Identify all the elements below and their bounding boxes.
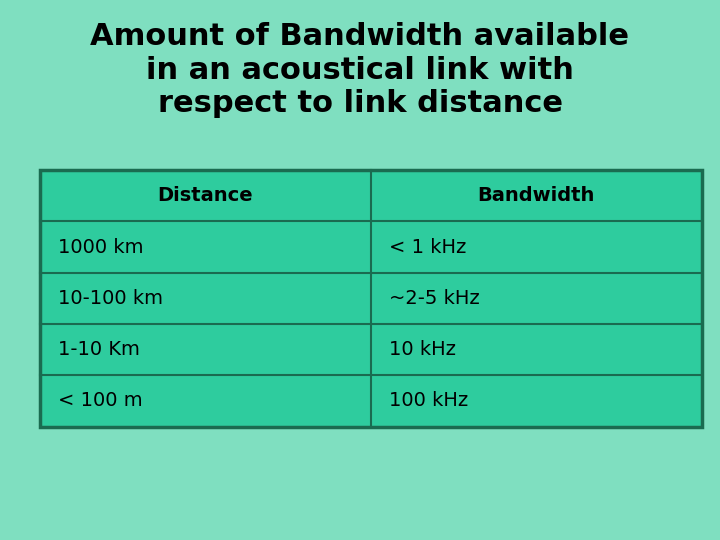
Text: 1-10 Km: 1-10 Km: [58, 340, 140, 359]
Text: Bandwidth: Bandwidth: [477, 186, 595, 205]
Text: 1000 km: 1000 km: [58, 238, 143, 256]
Text: 100 kHz: 100 kHz: [389, 392, 468, 410]
Text: ~2-5 kHz: ~2-5 kHz: [389, 289, 480, 308]
Bar: [40, 170, 702, 427]
Text: Distance: Distance: [158, 186, 253, 205]
Text: < 1 kHz: < 1 kHz: [389, 238, 466, 256]
Text: Amount of Bandwidth available
in an acoustical link with
respect to link distanc: Amount of Bandwidth available in an acou…: [91, 22, 629, 118]
Text: 10-100 km: 10-100 km: [58, 289, 163, 308]
Text: < 100 m: < 100 m: [58, 392, 143, 410]
Text: 10 kHz: 10 kHz: [389, 340, 456, 359]
